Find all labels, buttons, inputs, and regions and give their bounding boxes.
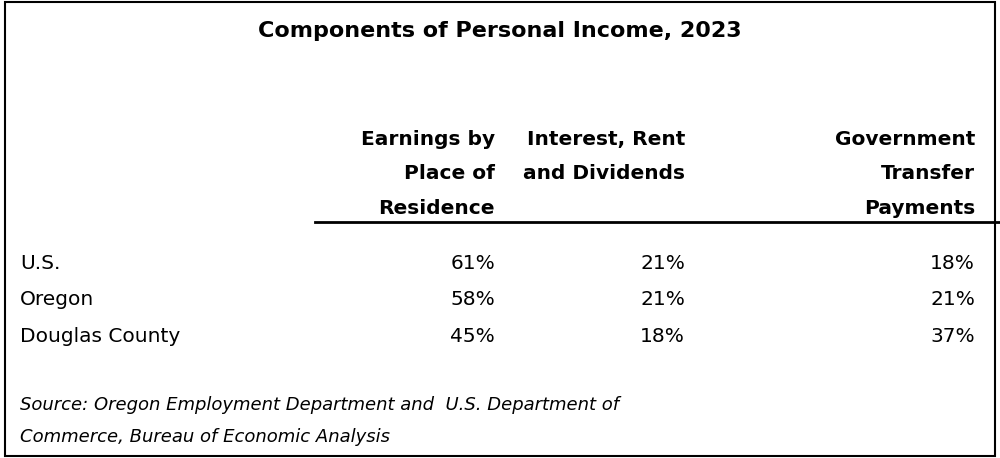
Text: U.S.: U.S. bbox=[20, 254, 60, 273]
Text: Place of: Place of bbox=[404, 164, 495, 183]
Text: Transfer: Transfer bbox=[881, 164, 975, 183]
Text: 21%: 21% bbox=[640, 254, 685, 273]
Text: Interest, Rent: Interest, Rent bbox=[527, 130, 685, 149]
Text: 18%: 18% bbox=[640, 327, 685, 346]
Text: and Dividends: and Dividends bbox=[523, 164, 685, 183]
Text: Source: Oregon Employment Department and  U.S. Department of: Source: Oregon Employment Department and… bbox=[20, 396, 619, 414]
Text: 21%: 21% bbox=[640, 290, 685, 310]
Text: 37%: 37% bbox=[930, 327, 975, 346]
Text: Commerce, Bureau of Economic Analysis: Commerce, Bureau of Economic Analysis bbox=[20, 428, 390, 447]
Text: Government: Government bbox=[835, 130, 975, 149]
Text: Oregon: Oregon bbox=[20, 290, 94, 310]
Text: 45%: 45% bbox=[450, 327, 495, 346]
Text: Douglas County: Douglas County bbox=[20, 327, 180, 346]
Text: 61%: 61% bbox=[450, 254, 495, 273]
Text: 21%: 21% bbox=[930, 290, 975, 310]
Text: Payments: Payments bbox=[864, 199, 975, 218]
Text: Components of Personal Income, 2023: Components of Personal Income, 2023 bbox=[258, 21, 742, 41]
Text: 58%: 58% bbox=[450, 290, 495, 310]
Text: Earnings by: Earnings by bbox=[361, 130, 495, 149]
Text: 18%: 18% bbox=[930, 254, 975, 273]
Text: Residence: Residence bbox=[378, 199, 495, 218]
